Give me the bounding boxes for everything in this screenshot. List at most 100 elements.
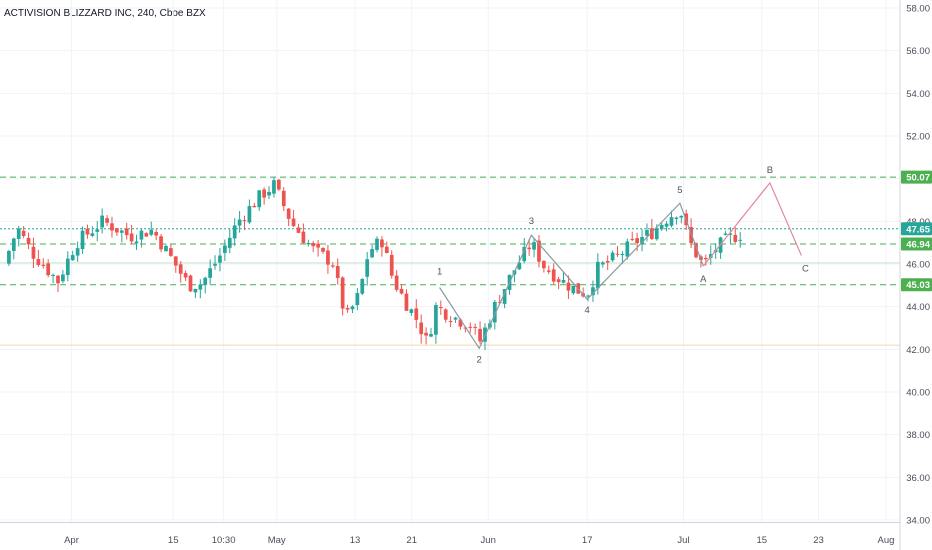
candle[interactable] — [183, 270, 188, 281]
candle[interactable] — [90, 226, 95, 238]
candle[interactable] — [640, 229, 644, 252]
candle[interactable] — [301, 223, 306, 244]
candle[interactable] — [419, 314, 424, 344]
candle[interactable] — [36, 249, 41, 267]
candle[interactable] — [669, 210, 674, 228]
candle[interactable] — [561, 271, 566, 284]
time-axis[interactable]: Apr 15 10:30 May 13 21 Jun 17 Jul 15 23 Aug — [0, 522, 900, 547]
candle[interactable] — [257, 189, 262, 211]
candle[interactable] — [399, 284, 404, 295]
candle[interactable] — [394, 270, 399, 292]
candle[interactable] — [679, 215, 684, 224]
candle[interactable] — [105, 215, 109, 227]
candle[interactable] — [620, 250, 625, 264]
candle[interactable] — [591, 280, 595, 302]
elliott-wave-drawing[interactable]: 1 2 3 4 5 A B C — [437, 165, 809, 365]
candle[interactable] — [85, 224, 90, 239]
candle[interactable] — [227, 228, 232, 254]
candle[interactable] — [41, 258, 46, 269]
candle[interactable] — [31, 237, 36, 269]
candle[interactable] — [296, 223, 301, 234]
candle[interactable] — [178, 261, 183, 283]
candle[interactable] — [80, 226, 85, 254]
candle[interactable] — [7, 249, 11, 267]
candle[interactable] — [115, 228, 119, 236]
candle[interactable] — [321, 247, 325, 254]
candle[interactable] — [159, 234, 163, 253]
candle[interactable] — [468, 322, 473, 333]
candle[interactable] — [330, 262, 335, 269]
candle[interactable] — [600, 261, 605, 268]
candle[interactable] — [326, 244, 330, 274]
candle[interactable] — [119, 229, 124, 243]
candle[interactable] — [566, 275, 571, 299]
candle[interactable] — [718, 236, 723, 259]
candle[interactable] — [664, 221, 669, 232]
candle[interactable] — [242, 215, 247, 231]
candle[interactable] — [110, 216, 114, 238]
candle[interactable] — [213, 255, 217, 270]
candle[interactable] — [453, 316, 458, 323]
candle[interactable] — [630, 231, 635, 242]
candle[interactable] — [434, 302, 438, 344]
candle[interactable] — [149, 221, 154, 237]
candle[interactable] — [370, 244, 374, 259]
candle[interactable] — [61, 270, 65, 284]
candle[interactable] — [252, 202, 257, 208]
candle[interactable] — [237, 211, 242, 233]
candle[interactable] — [728, 227, 733, 244]
candle[interactable] — [267, 186, 271, 200]
candle[interactable] — [144, 232, 149, 237]
candle[interactable] — [473, 323, 478, 335]
candle[interactable] — [355, 287, 360, 311]
candle[interactable] — [134, 234, 139, 250]
candle[interactable] — [316, 240, 320, 257]
candle[interactable] — [610, 250, 615, 263]
candle[interactable] — [46, 259, 51, 278]
candle[interactable] — [16, 225, 21, 247]
candle[interactable] — [26, 232, 31, 250]
candle[interactable] — [340, 276, 345, 316]
candle[interactable] — [188, 274, 193, 292]
candle[interactable] — [154, 229, 159, 241]
candle[interactable] — [645, 223, 649, 242]
candlestick-series[interactable] — [7, 176, 743, 351]
candle[interactable] — [375, 236, 379, 253]
candle[interactable] — [335, 258, 340, 285]
candle[interactable] — [56, 274, 60, 293]
candle[interactable] — [615, 246, 620, 258]
candle[interactable] — [75, 241, 80, 262]
candle[interactable] — [365, 251, 370, 286]
candle[interactable] — [247, 199, 252, 225]
candle[interactable] — [124, 222, 129, 240]
candle[interactable] — [605, 255, 610, 270]
candle[interactable] — [276, 179, 281, 192]
candle[interactable] — [306, 239, 311, 247]
candle[interactable] — [203, 276, 208, 294]
candle[interactable] — [389, 250, 394, 279]
candle[interactable] — [429, 328, 433, 338]
impulse-wave-line[interactable] — [439, 202, 704, 350]
candle[interactable] — [198, 279, 203, 299]
candle[interactable] — [414, 299, 419, 329]
candle[interactable] — [542, 260, 546, 273]
candle[interactable] — [546, 265, 551, 275]
candle[interactable] — [443, 308, 448, 323]
correction-projection-line[interactable] — [702, 181, 802, 267]
candle[interactable] — [424, 327, 428, 345]
candle[interactable] — [100, 208, 105, 234]
candle[interactable] — [532, 238, 536, 258]
candle[interactable] — [139, 228, 144, 248]
candle[interactable] — [650, 218, 654, 241]
candle[interactable] — [21, 225, 26, 239]
candle[interactable] — [164, 244, 168, 252]
candle[interactable] — [173, 256, 178, 273]
candle[interactable] — [223, 239, 227, 261]
candle[interactable] — [448, 316, 453, 328]
price-axis[interactable]: 58.0056.0054.0052.0050.0048.0046.0044.00… — [899, 0, 930, 550]
candle[interactable] — [733, 227, 738, 244]
candle[interactable] — [537, 235, 541, 268]
candle[interactable] — [438, 300, 443, 315]
candle[interactable] — [409, 308, 414, 316]
